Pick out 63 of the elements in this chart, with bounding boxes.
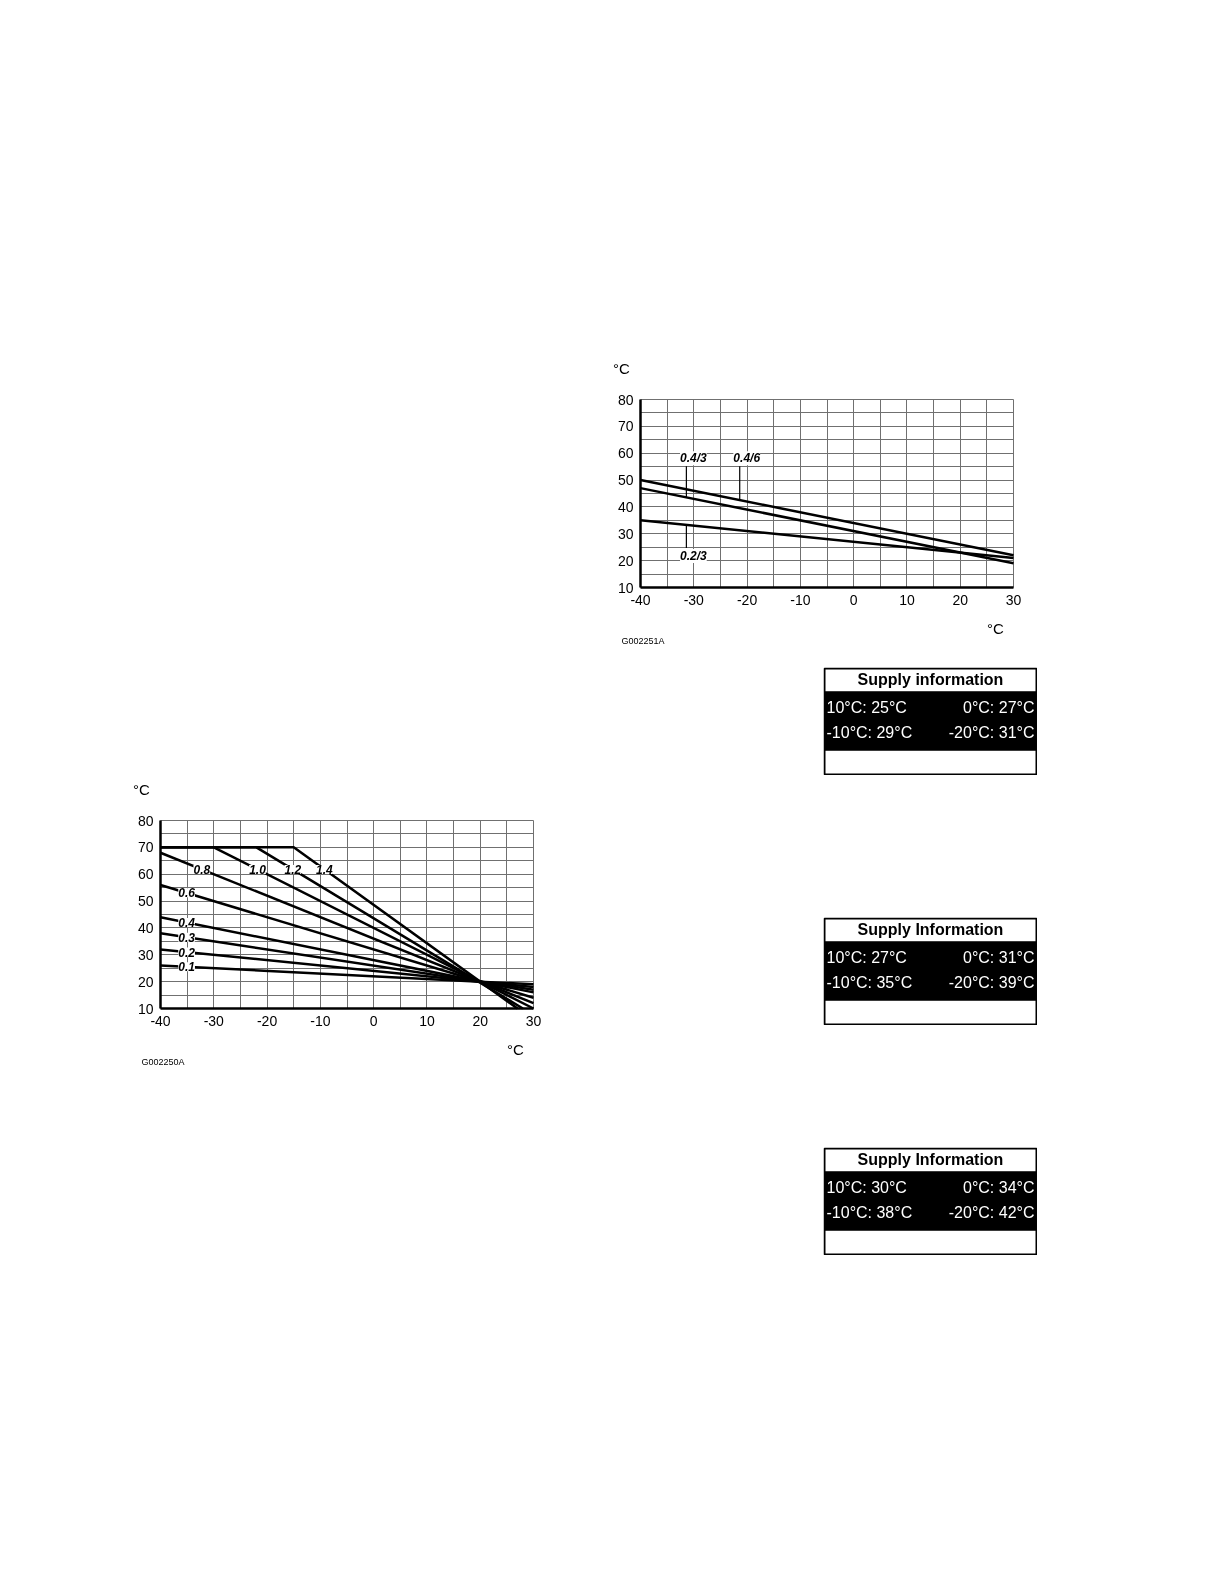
y-tick-label: 30 [617, 525, 634, 542]
y-tick-label: 60 [137, 866, 154, 883]
y-tick-label: 20 [617, 552, 634, 569]
text: 10°C: 30°C [826, 1178, 907, 1196]
y-tick-label: 50 [137, 893, 154, 910]
text: 0.4/6 [733, 451, 761, 466]
y-tick-label: 20 [137, 973, 154, 990]
x-tick-label: 0 [849, 591, 858, 608]
y-tick-label: 60 [617, 445, 634, 462]
y-tick-label: 30 [137, 946, 154, 963]
y-tick-label: 40 [617, 498, 634, 515]
series-label: 1.2 [284, 862, 302, 877]
text: -20°C: 42°C [948, 1203, 1035, 1221]
x-tick-label: 10 [419, 1012, 435, 1029]
series-label: 0.2 [178, 945, 196, 960]
text: 10°C: 25°C [826, 698, 907, 716]
series-label: 0.2/3 [680, 549, 708, 564]
y-tick-label: 80 [617, 391, 634, 408]
x-tick-label: 0 [369, 1012, 378, 1029]
series-label: 0.8 [193, 862, 211, 877]
series-label: 0.6 [178, 886, 196, 901]
y-tick-label: 40 [137, 919, 154, 936]
y-axis-title: °C [613, 360, 631, 377]
x-tick-label: 30 [525, 1012, 542, 1029]
y-axis-title: °C [133, 781, 151, 798]
x-tick-label: -20 [256, 1012, 278, 1029]
x-tick-label: 20 [952, 591, 969, 608]
series-label: 1.0 [249, 862, 267, 877]
y-tick-label: 50 [617, 472, 634, 489]
text: -20°C: 39°C [948, 973, 1035, 991]
text: G002250A [141, 1056, 185, 1067]
text: Supply Information [857, 1151, 1004, 1169]
x-tick-label: -10 [790, 591, 811, 608]
text: 0°C: 34°C [963, 1178, 1035, 1196]
text: Supply Information [857, 921, 1004, 939]
text: 0°C: 27°C [963, 698, 1035, 716]
x-tick-label: -20 [736, 591, 758, 608]
x-axis-title: °C [507, 1041, 525, 1058]
y-tick-label: 10 [137, 1000, 154, 1017]
text: -20°C: 31°C [948, 723, 1035, 741]
x-tick-label: -10 [310, 1012, 331, 1029]
text: 0.4/3 [680, 451, 708, 466]
text: -10°C: 38°C [826, 1203, 913, 1221]
text: 0°C: 31°C [963, 948, 1035, 966]
text: -10°C: 29°C [826, 723, 913, 741]
x-tick-label: -30 [203, 1012, 225, 1029]
text: G002251A [621, 635, 665, 646]
x-tick-label: 20 [472, 1012, 489, 1029]
series-label: 0.1 [178, 960, 196, 975]
series-label: 0.4 [178, 915, 196, 930]
y-tick-label: 70 [617, 418, 634, 435]
x-axis-title: °C [987, 620, 1005, 637]
text: 10°C: 27°C [826, 948, 907, 966]
x-tick-label: 30 [1005, 591, 1022, 608]
text: Supply information [857, 671, 1004, 689]
series-label: 1.4 [315, 862, 333, 877]
y-tick-label: 10 [617, 579, 634, 596]
x-tick-label: -30 [683, 591, 705, 608]
y-tick-label: 80 [137, 812, 154, 829]
text: -10°C: 35°C [826, 973, 913, 991]
y-tick-label: 70 [137, 839, 154, 856]
series-label: 0.3 [178, 930, 196, 945]
x-tick-label: 10 [899, 591, 915, 608]
